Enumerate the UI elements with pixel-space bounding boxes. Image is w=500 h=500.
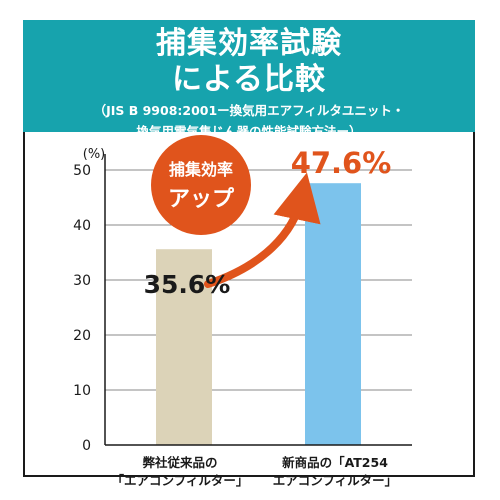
y-tick-label: 30 [73,273,91,289]
y-tick-label: 40 [73,218,91,234]
badge-line-2: アップ [168,187,235,212]
badge-line-1: 捕集効率 [169,160,233,179]
badge-circle [151,135,251,235]
y-tick-label: 20 [73,328,91,344]
data-label: 35.6% [144,270,231,299]
subtitle-line-1: （JIS B 9908:2001ー換気用エアフィルタユニット・ [93,103,405,118]
x-category-label-line-2: エアコンフィルター」 [273,473,397,488]
x-category-label-line-1: 新商品の「AT254 [282,455,388,470]
y-tick-label: 10 [73,383,91,399]
title-line-2: による比較 [171,62,327,97]
y-unit-label: (%) [83,147,106,162]
title-line-1: 捕集効率試験 [156,26,342,61]
y-tick-label: 0 [82,438,91,454]
chart-header: 捕集効率試験 による比較 （JIS B 9908:2001ー換気用エアフィルタユ… [23,20,475,139]
y-tick-label: 50 [73,163,91,179]
bar [156,249,212,445]
x-category-label-line-2: 「エアコンフィルター」 [112,473,249,488]
x-category-label-line-1: 弊社従来品の [142,455,217,470]
bar [305,183,361,445]
increase-arrow [204,172,321,288]
subtitle-line-2: 換気用電気集じん器の性能試験方法ー） [136,124,362,139]
data-label: 47.6% [291,146,392,180]
